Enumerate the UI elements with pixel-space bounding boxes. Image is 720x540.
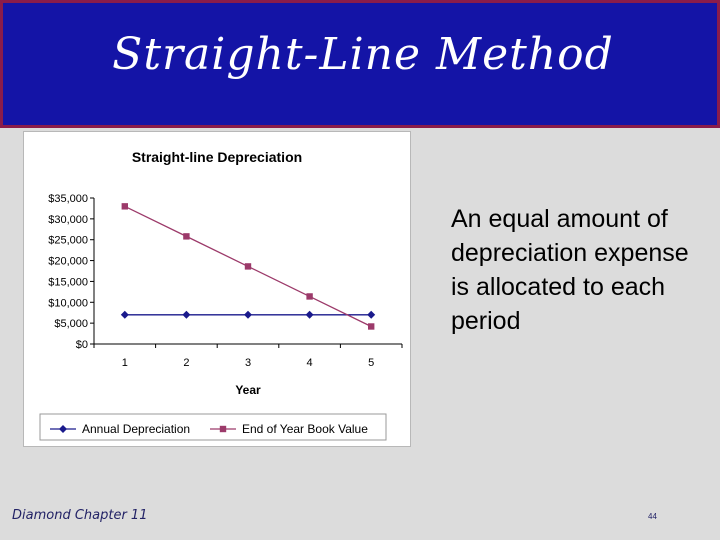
y-tick-label: $30,000 [48, 214, 88, 226]
body-text: An equal amount of depreciation expense … [451, 205, 689, 335]
y-tick-label: $20,000 [48, 256, 88, 268]
y-tick-label: $25,000 [48, 235, 88, 247]
data-point-series-2 [121, 203, 128, 210]
chart-legend: Annual Depreciation End of Year Book Valu… [39, 413, 387, 441]
legend-entry-label: End of Year Book Value [242, 422, 368, 436]
y-tick-label: $10,000 [48, 297, 88, 309]
y-tick-label: $15,000 [48, 276, 88, 288]
x-tick-label: 4 [307, 357, 313, 369]
x-axis-label: Year [235, 383, 261, 397]
page-number: 44 [648, 512, 657, 521]
title-bar: Straight-Line Method [0, 0, 720, 128]
footer-chapter: Diamond Chapter 11 [12, 508, 148, 523]
data-point-series-1 [182, 310, 191, 319]
x-tick-label: 3 [245, 357, 251, 369]
data-point-series-1 [305, 310, 314, 319]
x-tick-label: 5 [368, 357, 374, 369]
legend-swatch-marker [219, 425, 227, 433]
y-tick-label: $35,000 [48, 193, 88, 205]
legend-entry-label: Annual Depreciation [82, 422, 190, 436]
x-tick-label: 1 [122, 357, 128, 369]
data-point-series-1 [244, 310, 252, 319]
data-point-series-1 [367, 310, 376, 319]
data-point-series-1 [120, 310, 129, 319]
chart-panel: Straight-line Depreciation $0 $5,000 $10,0… [23, 131, 411, 447]
line-chart: Straight-line Depreciation $0 $5,000 $10,0… [39, 149, 403, 441]
slide-title: Straight-Line Method [112, 29, 614, 80]
data-point-series-2 [244, 263, 252, 270]
chart-title: Straight-line Depreciation [132, 149, 302, 165]
legend-box [39, 413, 387, 441]
data-point-series-2 [183, 233, 190, 240]
data-point-series-2 [306, 293, 313, 300]
legend-swatch-marker [59, 425, 67, 433]
y-tick-label: $0 [76, 339, 88, 351]
data-point-series-2 [368, 323, 375, 330]
y-tick-label: $5,000 [54, 318, 88, 330]
x-tick-label: 2 [183, 357, 189, 369]
